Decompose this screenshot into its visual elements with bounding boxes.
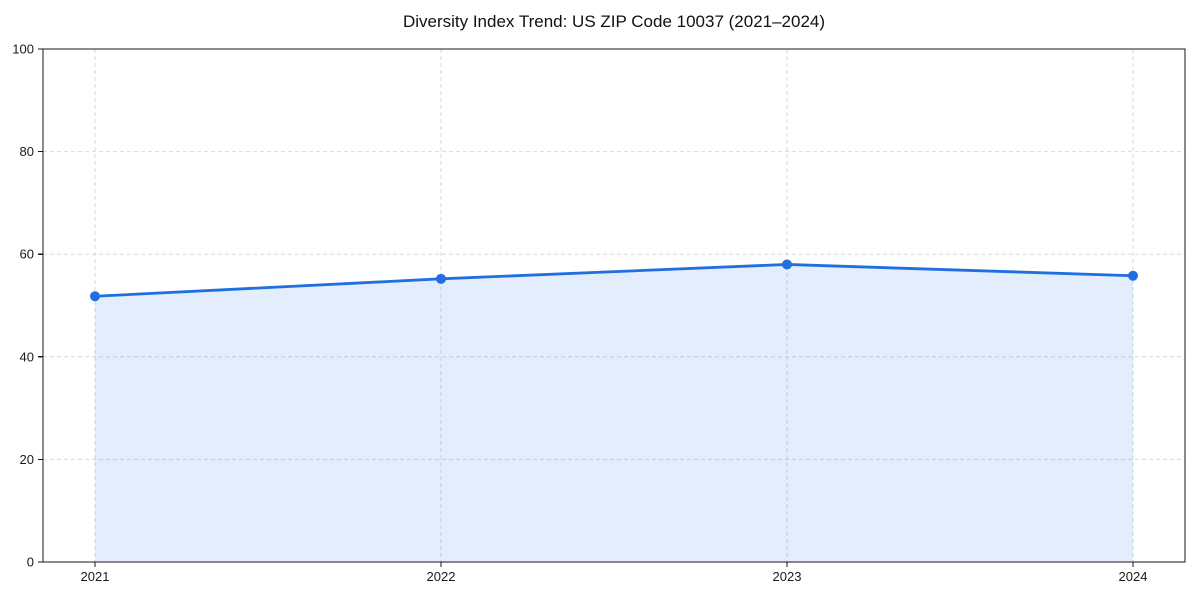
data-point [90, 291, 100, 302]
y-tick-label: 80 [20, 144, 34, 159]
plot-border [42, 48, 1186, 563]
y-tick-label: 60 [20, 247, 34, 262]
data-point [782, 259, 792, 270]
data-point [436, 273, 446, 284]
x-tick-label: 2023 [773, 569, 802, 584]
trend-line [93, 263, 1135, 298]
y-tick-label: 20 [20, 452, 34, 467]
x-tick-label: 2021 [81, 569, 110, 584]
area-fill [95, 264, 1133, 562]
y-tick-label: 0 [27, 555, 34, 570]
chart-title: Diversity Index Trend: US ZIP Code 10037… [402, 12, 826, 31]
x-tick-label: 2024 [1119, 569, 1148, 584]
x-tick-label: 2022 [427, 569, 456, 584]
y-tick-label: 40 [20, 349, 34, 364]
data-point [1128, 270, 1138, 281]
y-tick-label: 100 [12, 42, 34, 57]
